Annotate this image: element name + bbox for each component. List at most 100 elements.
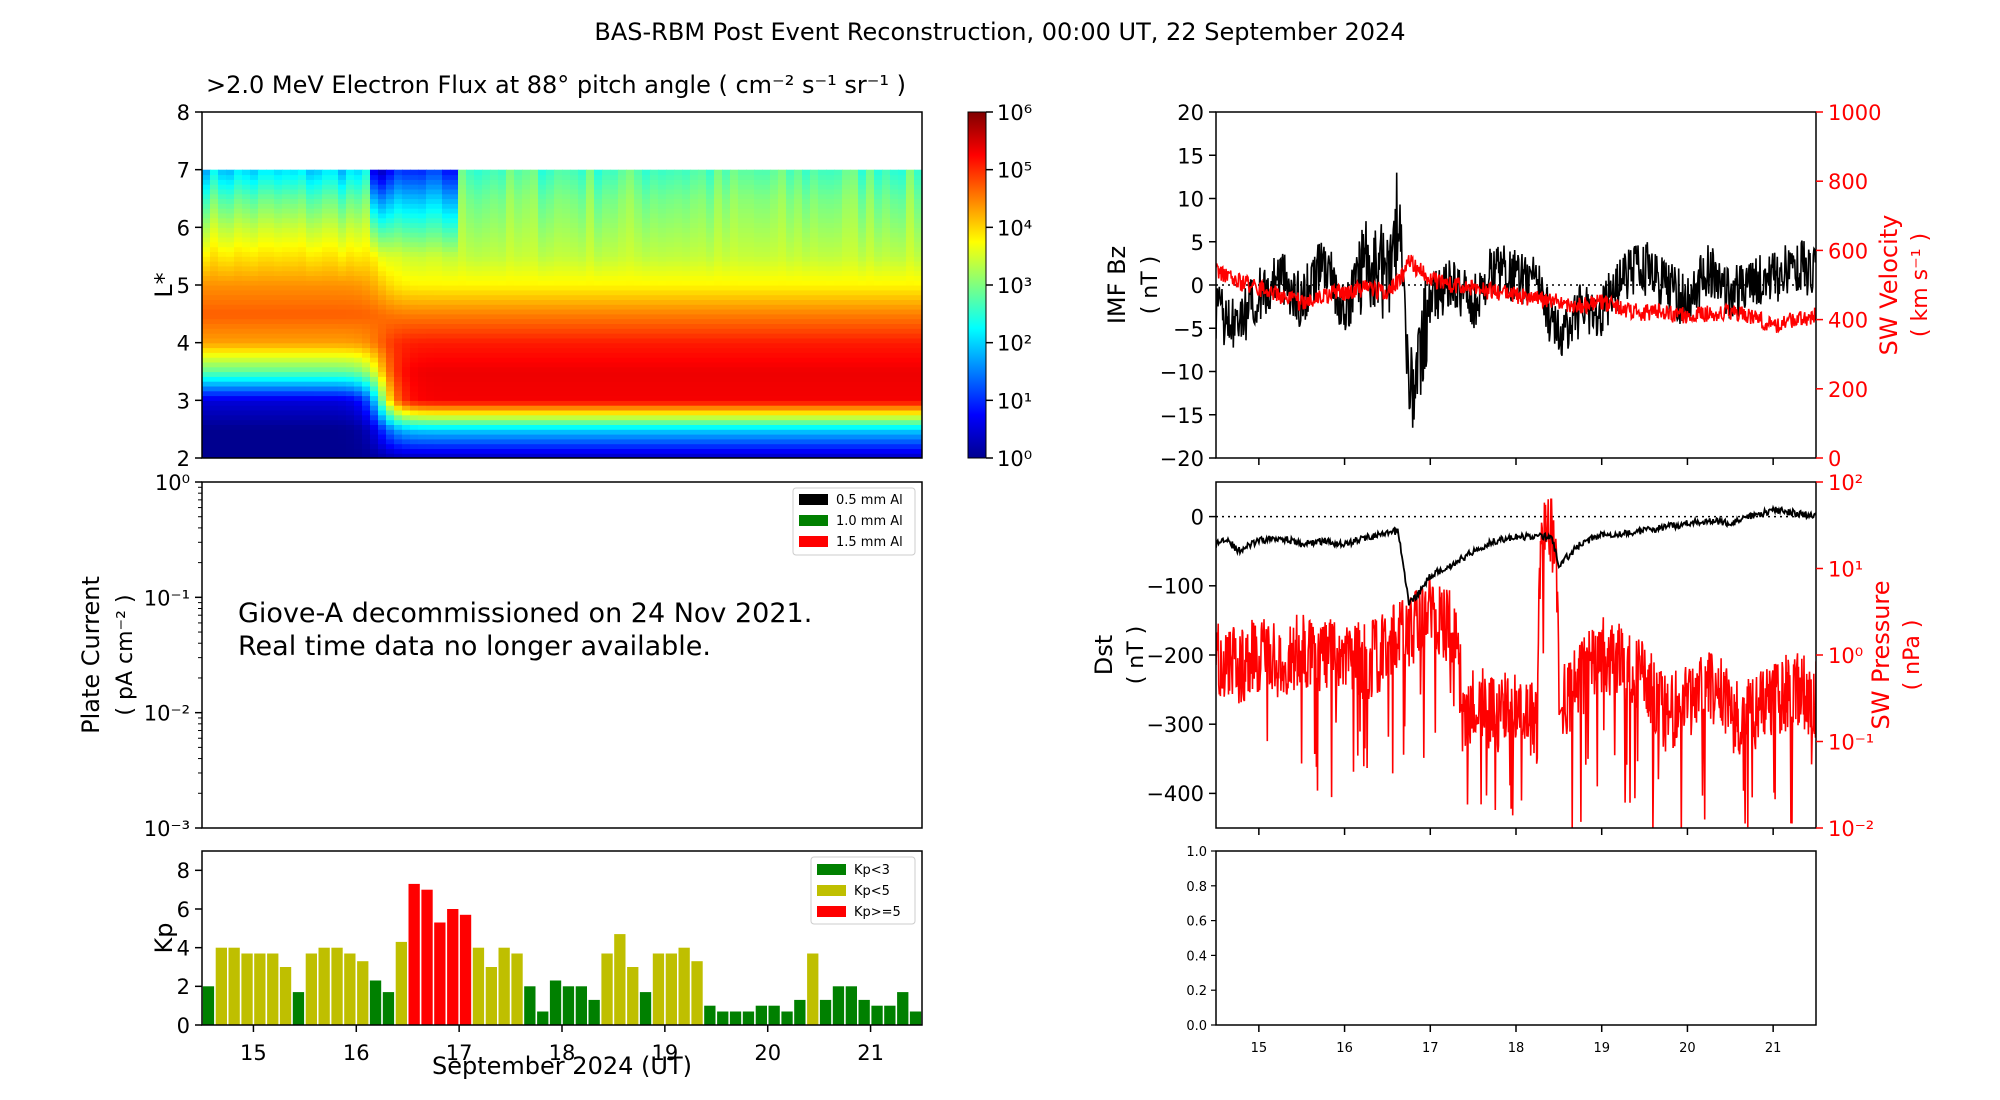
flux-cell xyxy=(834,294,843,300)
flux-cell xyxy=(818,333,827,339)
flux-cell xyxy=(658,217,667,224)
flux-cell xyxy=(234,352,243,358)
flux-cell xyxy=(306,414,315,421)
flux-cell xyxy=(234,448,243,454)
flux-cell xyxy=(354,280,363,286)
flux-cell xyxy=(682,405,691,411)
flux-cell xyxy=(458,217,467,224)
flux-cell xyxy=(458,409,467,416)
flux-cell xyxy=(682,438,691,445)
flux-cell xyxy=(722,395,731,401)
flux-cell xyxy=(514,251,523,257)
flux-cell xyxy=(578,217,587,224)
flux-cell xyxy=(498,265,507,272)
flux-cell xyxy=(770,203,779,209)
flux-cell xyxy=(810,333,819,339)
flux-cell xyxy=(594,381,603,387)
flux-cell xyxy=(434,179,443,185)
flux-cell xyxy=(410,265,419,272)
flux-cell xyxy=(538,246,547,252)
flux-cell xyxy=(434,448,443,454)
flux-cell xyxy=(618,434,627,440)
flux-cell xyxy=(434,323,443,329)
flux-cell xyxy=(810,352,819,358)
flux-cell xyxy=(362,232,371,238)
flux-cell xyxy=(450,352,459,358)
flux-cell xyxy=(474,313,483,320)
flux-cell xyxy=(618,429,627,435)
flux-cell xyxy=(522,434,531,440)
flux-cell xyxy=(706,419,715,425)
flux-cell xyxy=(650,453,659,458)
flux-cell xyxy=(290,400,299,406)
flux-cell xyxy=(226,222,235,228)
flux-cell xyxy=(410,448,419,454)
flux-cell xyxy=(426,443,435,449)
flux-cell xyxy=(234,193,243,200)
flux-cell xyxy=(746,414,755,421)
flux-cell xyxy=(258,361,267,368)
flux-cell xyxy=(706,434,715,440)
flux-cell xyxy=(570,203,579,209)
flux-cell xyxy=(634,357,643,363)
flux-cell xyxy=(786,453,795,458)
flux-cell xyxy=(378,184,387,190)
flux-cell xyxy=(202,323,211,329)
flux-cell xyxy=(522,323,531,329)
flux-cell xyxy=(378,357,387,363)
flux-cell xyxy=(690,285,699,291)
flux-cell xyxy=(530,256,539,262)
flux-cell xyxy=(690,265,699,272)
flux-cell xyxy=(626,395,635,401)
flux-cell xyxy=(562,357,571,363)
flux-cell xyxy=(858,174,867,180)
flux-cell xyxy=(578,241,587,248)
flux-cell xyxy=(498,309,507,315)
flux-cell xyxy=(746,309,755,315)
flux-cell xyxy=(258,227,267,233)
flux-cell xyxy=(282,323,291,329)
flux-cell xyxy=(282,328,291,334)
flux-cell xyxy=(530,453,539,458)
flux-cell xyxy=(690,236,699,243)
flux-cell xyxy=(330,381,339,387)
flux-cell xyxy=(746,453,755,458)
flux-cell xyxy=(818,409,827,416)
flux-cell xyxy=(618,236,627,243)
flux-cell xyxy=(794,241,803,248)
flux-cell xyxy=(866,409,875,416)
flux-cell xyxy=(466,212,475,219)
flux-cell xyxy=(538,385,547,392)
flux-cell xyxy=(570,409,579,416)
flux-cell xyxy=(370,414,379,421)
flux-cell xyxy=(234,174,243,180)
flux-cell xyxy=(762,265,771,272)
flux-cell xyxy=(602,309,611,315)
flux-cell xyxy=(610,400,619,406)
flux-cell xyxy=(650,275,659,281)
flux-cell xyxy=(498,323,507,329)
flux-cell xyxy=(258,208,267,214)
flux-cell xyxy=(394,246,403,252)
flux-cell xyxy=(234,304,243,310)
flux-cell xyxy=(626,270,635,276)
flux-cell xyxy=(602,270,611,276)
flux-cell xyxy=(498,357,507,363)
flux-cell xyxy=(562,409,571,416)
flux-cell xyxy=(738,294,747,300)
flux-cell xyxy=(322,434,331,440)
flux-cell xyxy=(850,443,859,449)
flux-cell xyxy=(810,409,819,416)
flux-cell xyxy=(330,222,339,228)
flux-cell xyxy=(426,251,435,257)
flux-cell xyxy=(538,414,547,421)
flux-cell xyxy=(594,203,603,209)
flux-cell xyxy=(298,333,307,339)
flux-cell xyxy=(306,174,315,180)
flux-cell xyxy=(562,390,571,397)
flux-cell xyxy=(490,217,499,224)
flux-cell xyxy=(706,453,715,458)
flux-cell xyxy=(626,453,635,458)
flux-cell xyxy=(330,361,339,368)
flux-cell xyxy=(362,438,371,445)
